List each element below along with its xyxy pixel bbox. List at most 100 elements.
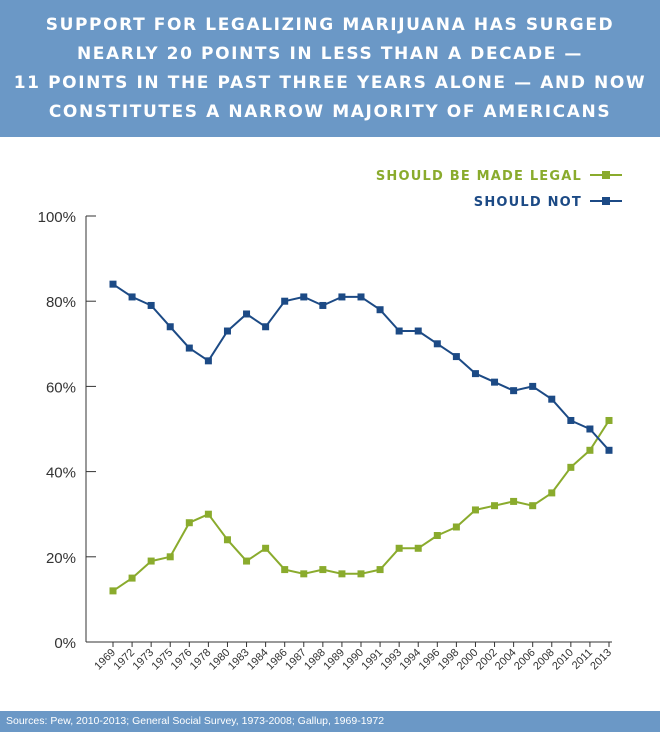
y-tick-label: 20%: [46, 550, 76, 567]
point-not: [452, 353, 460, 361]
point-legal: [376, 566, 384, 574]
x-tick-label: 2006: [512, 647, 538, 673]
y-tick-label: 100%: [38, 209, 76, 226]
x-tick-label: 1998: [436, 647, 462, 673]
point-not: [357, 293, 365, 301]
point-legal: [548, 489, 556, 497]
point-legal: [433, 532, 441, 539]
point-legal: [185, 519, 193, 527]
point-legal: [166, 553, 174, 561]
legend: SHOULD BE MADE LEGAL SHOULD NOT: [376, 169, 622, 210]
title-line-1: SUPPORT FOR LEGALIZING MARIJUANA HAS SUR…: [45, 14, 615, 35]
x-tick-label: 1986: [264, 647, 290, 673]
x-tick-label: 1980: [207, 647, 233, 673]
x-tick-label: 1976: [169, 647, 195, 673]
point-legal: [338, 570, 346, 578]
point-not: [376, 306, 384, 314]
point-not: [223, 327, 231, 335]
point-not: [491, 378, 499, 386]
x-tick-label: 1993: [378, 647, 404, 673]
point-legal: [395, 544, 403, 552]
point-not: [529, 382, 537, 390]
point-not: [433, 340, 441, 348]
x-tick-label: 1972: [111, 647, 137, 673]
point-legal: [300, 570, 308, 578]
series-layer: [109, 280, 613, 595]
axes: 0%20%40%60%80%100%1969197219731975197619…: [38, 209, 614, 672]
point-not: [262, 323, 270, 331]
x-tick-label: 2010: [550, 647, 576, 673]
x-tick-label: 1978: [188, 647, 214, 673]
x-tick-label: 1988: [302, 647, 328, 673]
point-legal: [491, 502, 499, 510]
point-not: [586, 425, 594, 433]
title-line-3: 11 POINTS IN THE PAST THREE YEARS ALONE …: [13, 72, 647, 93]
point-legal: [529, 502, 537, 510]
x-tick-label: 1989: [321, 647, 347, 673]
x-tick-label: 1969: [92, 647, 118, 673]
x-tick-label: 1983: [226, 647, 252, 673]
point-legal: [109, 587, 117, 595]
point-legal: [605, 416, 613, 424]
x-tick-label: 1973: [130, 647, 156, 673]
point-legal: [281, 566, 289, 574]
point-legal: [357, 570, 365, 578]
point-not: [281, 297, 289, 305]
x-tick-label: 2000: [455, 647, 481, 673]
y-tick-label: 80%: [46, 294, 76, 311]
point-not: [185, 344, 193, 352]
x-tick-label: 2004: [493, 647, 519, 673]
y-tick-label: 60%: [46, 379, 76, 396]
x-tick-label: 2013: [588, 647, 614, 673]
point-legal: [147, 557, 155, 565]
series-line-not: [112, 283, 610, 451]
x-tick-label: 1987: [283, 647, 309, 673]
point-legal: [586, 446, 594, 454]
legend-label-legal: SHOULD BE MADE LEGAL: [376, 169, 582, 184]
x-tick-label: 1975: [150, 647, 176, 673]
line-chart: SHOULD BE MADE LEGAL SHOULD NOT 0% 20% 40%…: [38, 169, 622, 672]
x-tick-label: 1984: [245, 647, 271, 673]
legend-marker-not: [602, 197, 610, 205]
point-not: [147, 301, 155, 309]
point-not: [567, 416, 575, 424]
point-not: [395, 327, 403, 335]
point-not: [128, 293, 136, 301]
y-tick-label: 40%: [46, 465, 76, 482]
point-not: [471, 370, 479, 378]
title-banner: SUPPORT FOR LEGALIZING MARIJUANA HAS SUR…: [0, 0, 660, 137]
point-not: [204, 357, 212, 365]
point-legal: [319, 566, 327, 574]
point-legal: [510, 497, 518, 505]
point-not: [605, 446, 613, 454]
point-legal: [223, 536, 231, 544]
point-not: [319, 301, 327, 309]
point-not: [414, 327, 422, 335]
x-tick-label: 1991: [359, 647, 385, 673]
point-legal: [471, 506, 479, 514]
point-legal: [452, 523, 460, 531]
point-not: [243, 310, 251, 318]
point-not: [510, 387, 518, 395]
legend-label-not: SHOULD NOT: [474, 195, 582, 210]
x-tick-label: 1996: [417, 647, 443, 673]
point-not: [109, 280, 117, 288]
point-not: [338, 293, 346, 301]
point-legal: [128, 574, 136, 582]
title-line-4: CONSTITUTES A NARROW MAJORITY OF AMERICA…: [48, 101, 612, 122]
point-legal: [262, 544, 270, 552]
source-note: Sources: Pew, 2010-2013; General Social …: [0, 711, 660, 732]
point-not: [166, 323, 174, 331]
x-tick-label: 2002: [474, 647, 500, 673]
point-legal: [204, 510, 212, 518]
x-tick-label: 1994: [398, 647, 424, 673]
point-legal: [243, 557, 251, 565]
point-legal: [414, 544, 422, 552]
x-tick-label: 2008: [531, 647, 557, 673]
legend-marker-legal: [602, 171, 610, 179]
y-tick-label: 0%: [54, 635, 76, 652]
point-legal: [567, 463, 575, 471]
point-not: [300, 293, 308, 301]
point-not: [548, 395, 556, 403]
title-line-2: NEARLY 20 POINTS IN LESS THAN A DECADE —: [76, 43, 584, 64]
